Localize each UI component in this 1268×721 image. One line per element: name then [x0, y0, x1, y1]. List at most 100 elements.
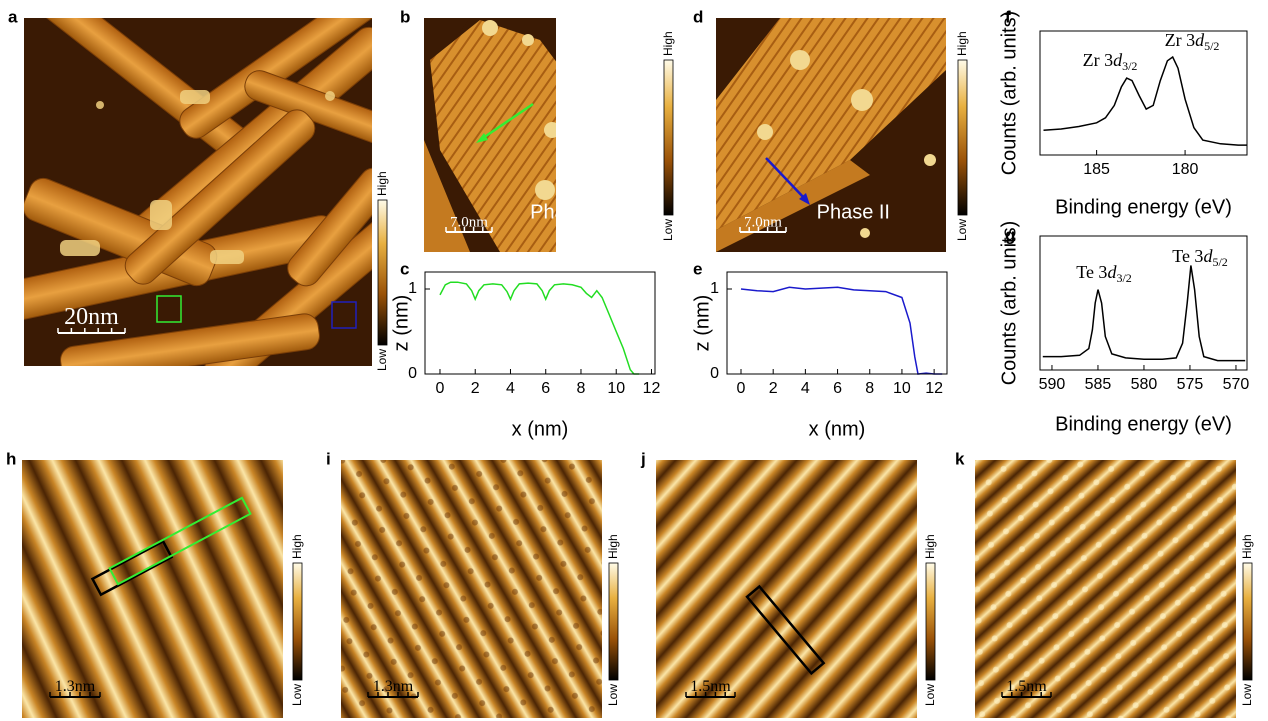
scale-bar-label: 1.3nm	[373, 678, 414, 695]
peak-label: Zr 3d3/2	[1083, 50, 1138, 73]
phase-label: Phase I	[530, 201, 598, 223]
data-line	[1042, 265, 1246, 362]
x-tick-label: 8	[865, 380, 874, 397]
x-tick-label: 12	[643, 380, 661, 397]
axes-frame	[726, 271, 948, 375]
colorbar	[663, 59, 674, 216]
stm-image-k	[975, 460, 1236, 718]
panel-label: i	[326, 449, 331, 468]
panel-label: e	[693, 259, 702, 278]
x-tick-label: 10	[893, 380, 911, 397]
panel-label: d	[693, 7, 703, 26]
axes-frame	[1039, 235, 1248, 371]
x-tick-label: 590	[1039, 376, 1066, 393]
scale-bar-label: 1.3nm	[55, 678, 96, 695]
colorbar-high: High	[290, 534, 304, 559]
profile-box	[90, 539, 174, 597]
panel-label: f	[1005, 7, 1011, 26]
peak-orbital: d	[1107, 262, 1117, 282]
peak-label: Te 3d3/2	[1076, 262, 1132, 285]
peak-element: Te 3	[1076, 262, 1107, 282]
scale-bar-label: 7.0nm	[744, 214, 782, 230]
y-axis-label: Counts (arb. units)	[998, 221, 1020, 386]
scale-bar-label: 7.0nm	[450, 214, 488, 230]
panel-label: g	[1005, 225, 1015, 244]
colorbar-high: High	[1240, 534, 1254, 559]
panel-label: j	[640, 449, 646, 468]
panel-label: b	[400, 7, 410, 26]
data-line	[740, 286, 943, 375]
colorbar	[292, 562, 303, 681]
peak-label: Zr 3d5/2	[1165, 30, 1220, 53]
peak-orbital: d	[1203, 246, 1213, 266]
colorbar-low: Low	[606, 684, 620, 706]
peak-subscript: 3/2	[1116, 271, 1131, 285]
x-axis-label: Binding energy (eV)	[1055, 413, 1232, 435]
stm-image-a	[24, 18, 372, 366]
y-axis-label: Counts (arb. units)	[998, 11, 1020, 176]
x-tick-label: 180	[1172, 161, 1199, 178]
stm-image-h	[22, 460, 283, 718]
data-line	[1043, 55, 1247, 146]
x-tick-label: 12	[925, 380, 943, 397]
x-axis-label: x (nm)	[512, 418, 569, 440]
stm-image-b	[424, 18, 556, 252]
y-tick-label: 0	[408, 365, 417, 382]
axes-frame	[1039, 30, 1248, 156]
panel-label: h	[6, 449, 16, 468]
x-tick-label: 580	[1131, 376, 1158, 393]
axes-frame	[424, 271, 656, 375]
panel-label: c	[400, 259, 409, 278]
x-tick-label: 2	[769, 380, 778, 397]
x-tick-label: 10	[607, 380, 625, 397]
y-axis-label: z (nm)	[390, 295, 412, 352]
x-tick-label: 570	[1223, 376, 1250, 393]
colorbar-low: Low	[923, 684, 937, 706]
x-tick-label: 0	[436, 380, 445, 397]
phase-label: Phase II	[817, 201, 890, 223]
x-tick-label: 2	[471, 380, 480, 397]
panel-label: k	[955, 449, 965, 468]
peak-element: Zr 3	[1083, 50, 1114, 70]
colorbar-low: Low	[955, 219, 969, 241]
colorbar-low: Low	[1240, 684, 1254, 706]
profile-box	[108, 496, 252, 586]
y-tick-label: 0	[710, 365, 719, 382]
colorbar-low: Low	[290, 684, 304, 706]
x-axis-label: x (nm)	[809, 418, 866, 440]
y-tick-label: 1	[408, 280, 417, 297]
panel-label: a	[8, 7, 18, 26]
scale-bar-label: 20nm	[64, 304, 119, 330]
colorbar-high: High	[606, 534, 620, 559]
x-tick-label: 185	[1083, 161, 1110, 178]
peak-subscript: 3/2	[1122, 59, 1137, 73]
colorbar	[957, 59, 968, 216]
colorbar-high: High	[375, 171, 389, 196]
peak-element: Te 3	[1172, 246, 1203, 266]
x-tick-label: 4	[506, 380, 515, 397]
colorbar-high: High	[923, 534, 937, 559]
scale-bar-label: 1.5nm	[690, 678, 731, 695]
colorbar-low: Low	[661, 219, 675, 241]
x-tick-label: 6	[833, 380, 842, 397]
x-tick-label: 6	[541, 380, 550, 397]
x-tick-label: 8	[577, 380, 586, 397]
stm-image-d	[716, 18, 946, 252]
x-tick-label: 0	[737, 380, 746, 397]
peak-subscript: 5/2	[1212, 255, 1227, 269]
y-axis-label: z (nm)	[691, 295, 713, 352]
peak-label: Te 3d5/2	[1172, 246, 1228, 269]
colorbar-low: Low	[375, 349, 389, 371]
colorbar	[377, 199, 388, 346]
peak-orbital: d	[1113, 50, 1123, 70]
peak-orbital: d	[1195, 30, 1205, 50]
colorbar	[608, 562, 619, 681]
peak-subscript: 5/2	[1204, 39, 1219, 53]
peak-element: Zr 3	[1165, 30, 1196, 50]
scale-bar-label: 1.5nm	[1006, 678, 1047, 695]
x-tick-label: 575	[1177, 376, 1204, 393]
colorbar	[1242, 562, 1253, 681]
y-tick-label: 1	[710, 280, 719, 297]
x-axis-label: Binding energy (eV)	[1055, 196, 1232, 218]
